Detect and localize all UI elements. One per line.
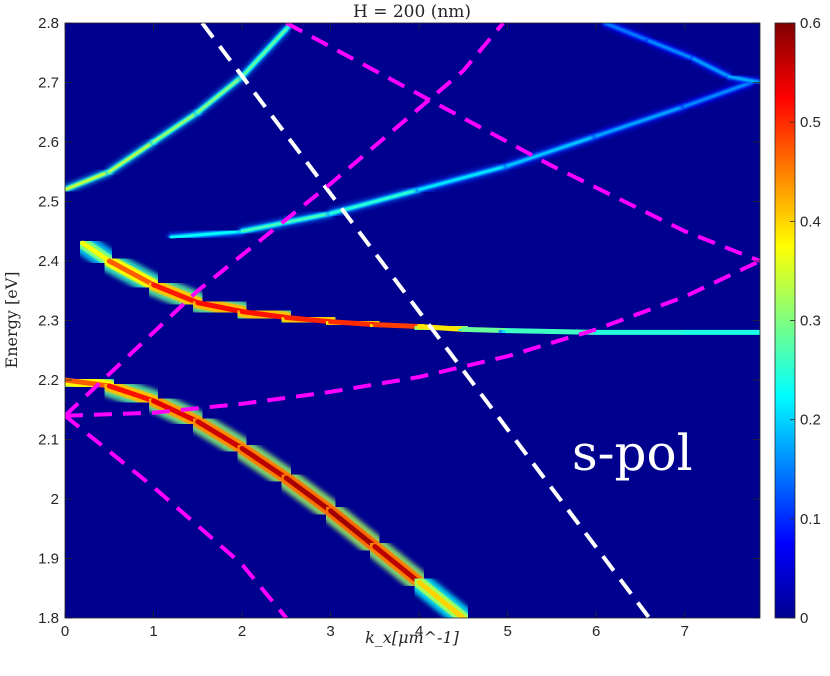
band-3-core	[240, 212, 332, 233]
band-2-core	[196, 75, 244, 114]
overlay-line-1	[65, 259, 760, 418]
band-2-core	[65, 170, 111, 191]
chart-title: H = 200 (nm)	[353, 2, 471, 22]
band-4	[601, 23, 760, 87]
band-0	[65, 369, 475, 618]
band-1	[71, 232, 760, 344]
band-4-core	[727, 75, 760, 84]
axis-ticks: 0 1 2 3 4 5 6 7 1.8 1.9 2 2.1 2.2 2.3 2.4 2.5 2.6 2.7 2.8	[38, 15, 760, 640]
band-4-core	[692, 57, 731, 78]
x-tick-label: 4	[415, 623, 423, 640]
x-tick-label: 6	[592, 623, 600, 640]
band-0-core	[416, 579, 466, 618]
y-tick-label: 2.5	[38, 194, 59, 211]
y-tick-label: 2.3	[38, 313, 59, 330]
colorbar-tick-label: 0	[800, 610, 808, 627]
band-3-core	[683, 81, 753, 108]
colorbar-tick-label: 0.2	[800, 412, 821, 429]
y-tick-label: 2.6	[38, 134, 59, 151]
y-tick-label: 1.8	[38, 610, 59, 627]
x-tick-label: 1	[149, 623, 157, 640]
overlay-lines	[65, 23, 760, 618]
colorbar-tick-label: 0.3	[800, 313, 821, 330]
y-tick-label: 1.9	[38, 551, 59, 568]
polarization-annotation: s-pol	[572, 424, 693, 482]
y-tick-label: 2	[51, 491, 59, 508]
y-tick-label: 2.4	[38, 253, 59, 270]
overlay-line-3	[65, 414, 288, 618]
x-tick-label: 5	[504, 623, 512, 640]
overlay-line-4	[285, 23, 760, 263]
band-2-core	[240, 27, 288, 78]
band-3-core	[506, 134, 598, 168]
band-2-core	[152, 111, 200, 144]
band-3-core	[417, 164, 509, 191]
overlay-line-2	[65, 23, 505, 418]
band-3-core	[594, 105, 686, 138]
y-tick-label: 2.8	[38, 15, 59, 32]
colorbar-tick-label: 0.5	[800, 114, 821, 131]
band-2	[65, 23, 295, 194]
band-2-core	[108, 140, 155, 173]
band-3-core	[329, 188, 421, 215]
band-4-core	[603, 23, 651, 43]
x-axis-label: k_x[μm^-1]	[365, 628, 460, 647]
y-tick-label: 2.1	[38, 432, 59, 449]
heatmap-bands	[65, 23, 760, 618]
colorbar-tick-label: 0.6	[800, 15, 821, 32]
x-tick-label: 3	[326, 623, 334, 640]
band-3	[167, 78, 756, 242]
y-tick-label: 2.7	[38, 75, 59, 92]
y-tick-label: 2.2	[38, 372, 59, 389]
overlay-line-0	[200, 23, 651, 618]
colorbar-ticks: 0 0.1 0.2 0.3 0.4 0.5 0.6	[790, 15, 821, 627]
band-3-core	[169, 230, 244, 239]
colorbar-tick-label: 0.4	[800, 213, 821, 230]
colorbar-tick-label: 0.1	[800, 511, 821, 528]
band-4-core	[648, 39, 695, 60]
y-axis-label: Energy [eV]	[2, 272, 21, 369]
x-tick-label: 2	[238, 623, 246, 640]
x-tick-label: 0	[61, 623, 69, 640]
x-tick-label: 7	[681, 623, 689, 640]
